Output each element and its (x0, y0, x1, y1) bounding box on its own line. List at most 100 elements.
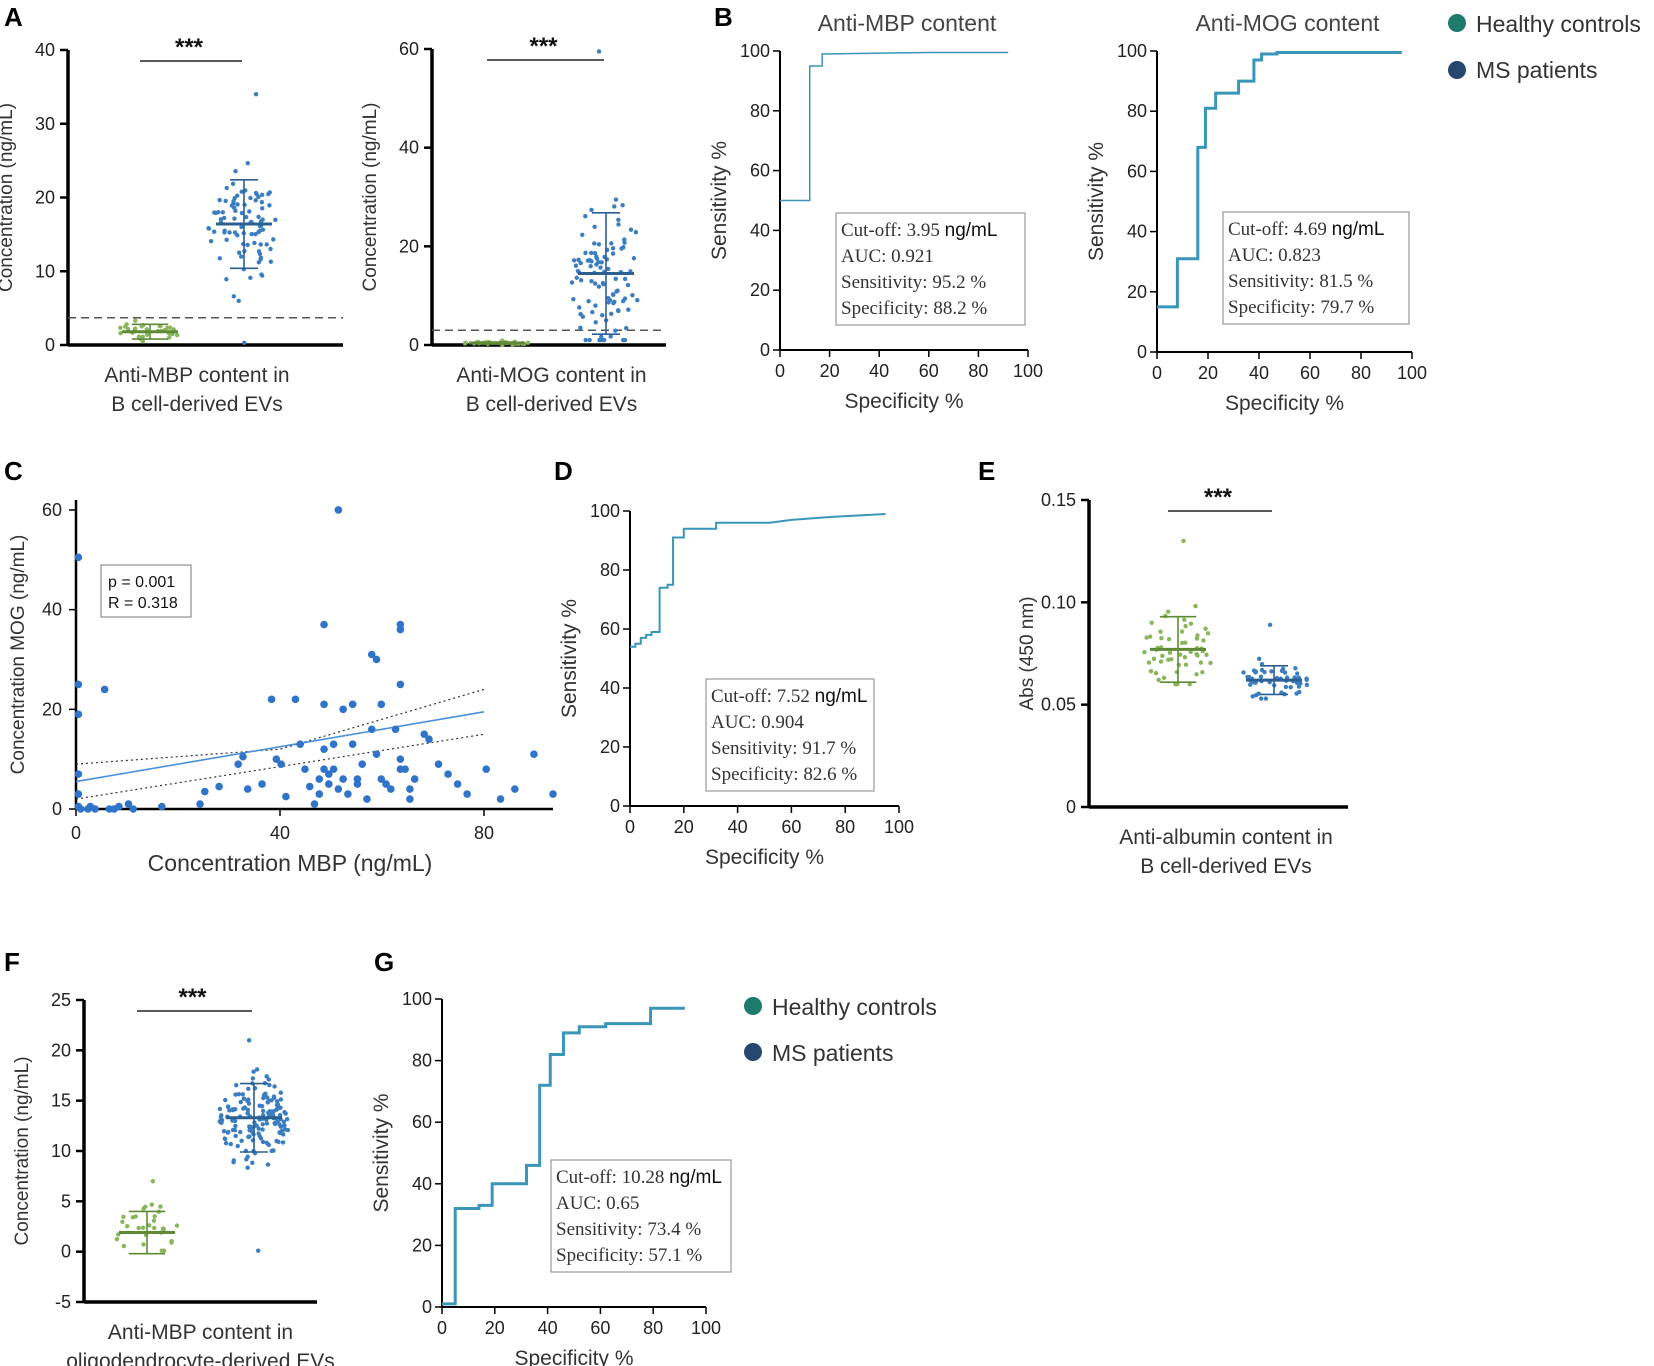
data-point (248, 275, 253, 280)
data-point (254, 1067, 260, 1072)
x-tick-label: 0 (1152, 363, 1162, 383)
data-point (525, 340, 531, 345)
data-point (232, 230, 238, 235)
data-point (1248, 682, 1253, 687)
data-point (240, 1092, 246, 1097)
data-point (624, 325, 629, 331)
data-point (594, 256, 600, 261)
data-point (1304, 677, 1309, 683)
data-point (1142, 649, 1147, 655)
stats-cutoff: Cut-off: 3.95 ng/mL (841, 220, 997, 241)
y-tick-label: 0 (1066, 797, 1076, 817)
data-point (549, 790, 557, 798)
stats-auc: AUC: 0.921 (841, 246, 934, 267)
chart-correlation-mbp-mog: 0 20 40 60 0 40 80 Concentration MBP (ng/mL) Con… (8, 500, 557, 876)
data-point (1153, 670, 1159, 676)
data-point (239, 752, 247, 761)
y-axis-label: Concentration MOG (ng/mL) (8, 535, 29, 775)
x-tick-label: 100 (1397, 363, 1427, 383)
data-point (268, 259, 274, 264)
data-point (616, 222, 621, 227)
stats-box (705, 678, 875, 792)
data-point (1195, 633, 1200, 638)
y-tick-label: 100 (740, 41, 770, 61)
data-point (272, 755, 281, 763)
data-point (217, 1106, 223, 1112)
x-tick-label: 20 (485, 1318, 505, 1338)
x-axis-label: B cell-derived EVs (1140, 855, 1312, 878)
y-tick-label: -5 (55, 1292, 71, 1312)
stats-cutoff-unit: ng/mL (945, 220, 998, 241)
data-point (1208, 660, 1213, 666)
data-point (227, 1108, 232, 1113)
y-tick-label: 0 (760, 340, 770, 360)
x-tick-label: 0 (437, 1318, 447, 1338)
data-point (206, 226, 212, 231)
data-point (230, 1118, 235, 1123)
data-point (233, 168, 238, 174)
data-point (267, 1082, 272, 1088)
x-tick-label: 60 (781, 817, 801, 837)
data-point (274, 1138, 279, 1144)
data-point (231, 201, 236, 206)
data-point (277, 1130, 283, 1136)
data-point (606, 300, 611, 305)
data-point (296, 740, 304, 749)
data-point (140, 1225, 146, 1231)
data-point (266, 191, 271, 197)
data-point (217, 197, 222, 203)
y-tick-label: 0 (610, 796, 620, 816)
annotation-r: R = 0.318 (108, 595, 178, 612)
data-point (274, 1099, 280, 1104)
data-point (136, 1225, 141, 1231)
y-axis-label: Concentration (ng/mL) (12, 1056, 33, 1245)
data-point (1169, 657, 1174, 662)
data-point (1201, 638, 1206, 643)
chart-anti-mbp-oligodendrocyte: -5 0 5 10 15 20 25 Concentration (ng/mL) Anti-MB… (12, 984, 335, 1366)
data-point (305, 782, 314, 791)
data-point (169, 1238, 174, 1244)
data-point (613, 197, 619, 202)
data-point (246, 1101, 252, 1106)
data-point (250, 1160, 255, 1166)
data-point (334, 785, 343, 793)
data-point (253, 231, 258, 237)
data-point (221, 1129, 227, 1134)
data-point (372, 655, 381, 664)
x-tick-label: 0 (775, 361, 785, 381)
data-point (161, 1227, 167, 1232)
data-point (1175, 682, 1180, 687)
data-point (1195, 653, 1200, 658)
data-point (225, 1130, 231, 1135)
data-point (583, 213, 588, 219)
data-point (1200, 669, 1205, 675)
data-point (578, 325, 583, 331)
data-point (174, 332, 180, 338)
data-point (218, 1120, 224, 1125)
chart-anti-mog-b-cell: 0 20 40 60 Concentration (ng/mL) Anti-MOG con… (360, 33, 666, 416)
data-point (1256, 691, 1261, 696)
data-point (1288, 684, 1293, 690)
data-point (231, 1158, 236, 1163)
chart-roc-anti-mbp: 0 20 40 60 80 100 0 20 40 60 80 100 Specificity % Sen… (708, 10, 1043, 413)
x-tick-label: 40 (1249, 363, 1269, 383)
data-point (573, 263, 579, 268)
y-tick-label: 0.10 (1041, 592, 1076, 612)
stats-cutoff-unit: ng/mL (1332, 219, 1385, 240)
data-point (626, 307, 631, 312)
data-point (1183, 662, 1189, 667)
data-point (253, 198, 258, 203)
y-tick-label: 0 (52, 799, 62, 819)
ci-upper (75, 688, 485, 765)
data-point (271, 237, 276, 242)
data-point (238, 1129, 243, 1135)
data-point (256, 194, 261, 200)
data-point (121, 1243, 127, 1249)
data-point (609, 241, 614, 246)
data-point (230, 1127, 236, 1133)
x-axis-label: Anti-MOG content in (456, 364, 646, 387)
data-point (260, 1108, 266, 1114)
y-tick-label: 40 (1127, 222, 1147, 242)
data-point (244, 1157, 249, 1162)
